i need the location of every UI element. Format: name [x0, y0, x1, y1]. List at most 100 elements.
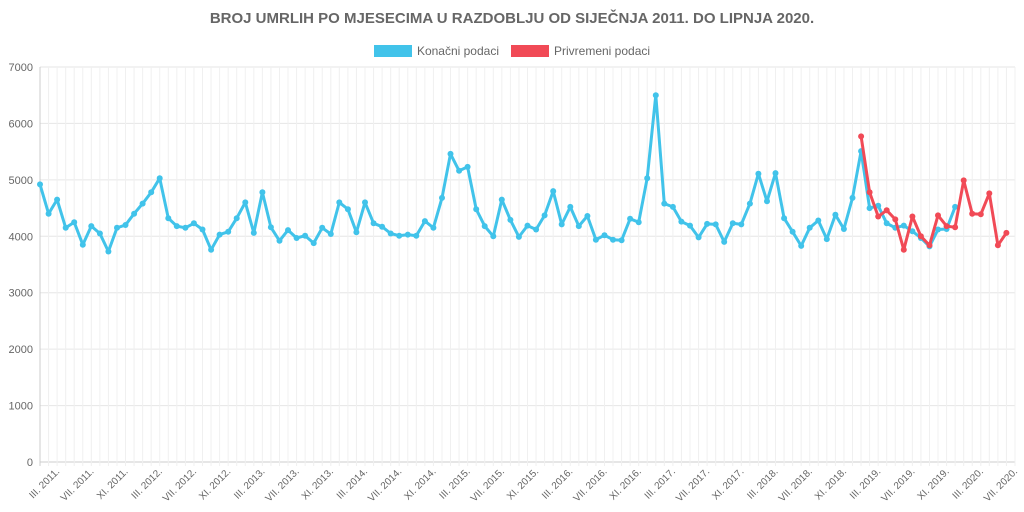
- x-tick-label: VII. 2014.: [366, 466, 404, 504]
- data-point: [541, 212, 548, 219]
- data-point: [37, 181, 43, 188]
- x-tick-label: VII. 2019.: [879, 466, 917, 504]
- data-point: [755, 170, 762, 177]
- data-point: [909, 213, 916, 220]
- data-point: [447, 150, 454, 157]
- data-point: [858, 133, 865, 140]
- data-point: [259, 189, 266, 196]
- y-tick-label: 1000: [9, 401, 33, 413]
- x-tick-label: VII. 2012.: [161, 466, 199, 504]
- data-point: [336, 199, 343, 206]
- data-point: [900, 222, 907, 229]
- x-tick-label: XI. 2014.: [402, 466, 438, 502]
- data-point: [687, 222, 693, 229]
- data-point: [883, 220, 890, 227]
- data-point: [387, 230, 394, 237]
- x-tick-label: III. 2019.: [848, 466, 883, 501]
- y-tick-label: 2000: [9, 344, 33, 356]
- data-point: [79, 241, 86, 248]
- x-tick-label: VII. 2016.: [572, 466, 610, 504]
- data-point: [798, 242, 805, 249]
- data-point: [404, 231, 411, 238]
- y-tick-label: 3000: [9, 288, 33, 300]
- data-point: [293, 235, 300, 241]
- data-point: [456, 167, 463, 174]
- data-point: [199, 226, 206, 233]
- data-point: [875, 202, 882, 209]
- data-point: [208, 246, 215, 253]
- chart-legend: Konačni podaci Privremeni podaci: [0, 44, 1024, 58]
- data-point: [88, 223, 95, 230]
- y-tick-label: 5000: [9, 175, 33, 187]
- legend-item-privremeni[interactable]: Privremeni podaci: [511, 44, 650, 58]
- data-point: [182, 224, 189, 231]
- data-point: [430, 224, 437, 231]
- data-point: [533, 226, 540, 233]
- data-point: [122, 222, 129, 228]
- data-point: [413, 232, 420, 239]
- data-point: [575, 223, 582, 230]
- data-point: [669, 203, 676, 210]
- data-point: [515, 233, 522, 240]
- data-point: [473, 206, 480, 213]
- data-point: [935, 212, 941, 219]
- data-point: [584, 213, 591, 219]
- data-point: [729, 220, 736, 227]
- data-point: [866, 205, 873, 212]
- x-tick-label: VII. 2011.: [59, 466, 97, 504]
- data-point: [601, 232, 608, 239]
- data-point: [935, 226, 941, 233]
- x-tick-label: VII. 2015.: [469, 466, 507, 504]
- x-tick-label: III. 2011.: [27, 466, 62, 501]
- x-tick-label: III. 2016.: [540, 466, 575, 501]
- data-point: [952, 203, 959, 210]
- x-tick-label: XI. 2013.: [300, 466, 336, 502]
- x-tick-label: XI. 2015.: [505, 466, 541, 502]
- data-point: [875, 213, 882, 220]
- data-point: [421, 218, 428, 225]
- data-point: [909, 228, 916, 235]
- data-point: [490, 233, 497, 240]
- data-point: [370, 220, 377, 227]
- x-tick-label: XI. 2019.: [916, 466, 952, 502]
- series-line: [859, 136, 1008, 252]
- data-point: [379, 223, 386, 230]
- data-point: [892, 216, 899, 223]
- data-point: [173, 223, 180, 230]
- data-point: [746, 200, 753, 207]
- data-point: [1003, 229, 1010, 236]
- x-tick-label: III. 2012.: [130, 466, 165, 501]
- data-point: [498, 196, 505, 203]
- data-point: [567, 203, 574, 210]
- data-point: [524, 222, 531, 229]
- data-point: [62, 224, 69, 231]
- x-tick-label: III. 2020.: [951, 466, 986, 501]
- x-tick-label: VII. 2020.: [982, 466, 1020, 504]
- data-point: [618, 237, 625, 244]
- data-point: [344, 206, 351, 213]
- data-point: [71, 219, 78, 226]
- data-point: [225, 228, 232, 235]
- data-point: [764, 198, 770, 205]
- legend-item-konacni[interactable]: Konačni podaci: [373, 44, 499, 58]
- y-tick-label: 4000: [9, 231, 33, 243]
- x-tick-label: III. 2014.: [335, 466, 370, 501]
- data-point: [678, 218, 685, 225]
- data-point: [994, 242, 1001, 249]
- x-tick-label: III. 2017.: [643, 466, 678, 501]
- x-tick-label: III. 2018.: [745, 466, 780, 501]
- data-point: [652, 92, 659, 99]
- data-point: [507, 216, 514, 223]
- data-point: [806, 224, 813, 231]
- data-point: [815, 217, 822, 224]
- data-point: [310, 240, 317, 247]
- x-tick-label: XI. 2017.: [710, 466, 746, 502]
- legend-label-privremeni: Privremeni podaci: [554, 44, 651, 58]
- data-point: [190, 220, 197, 227]
- data-point: [969, 210, 976, 217]
- data-point: [712, 221, 719, 228]
- series-konacni: [37, 92, 959, 255]
- data-point: [148, 189, 155, 196]
- data-point: [54, 196, 61, 203]
- data-point: [738, 221, 745, 228]
